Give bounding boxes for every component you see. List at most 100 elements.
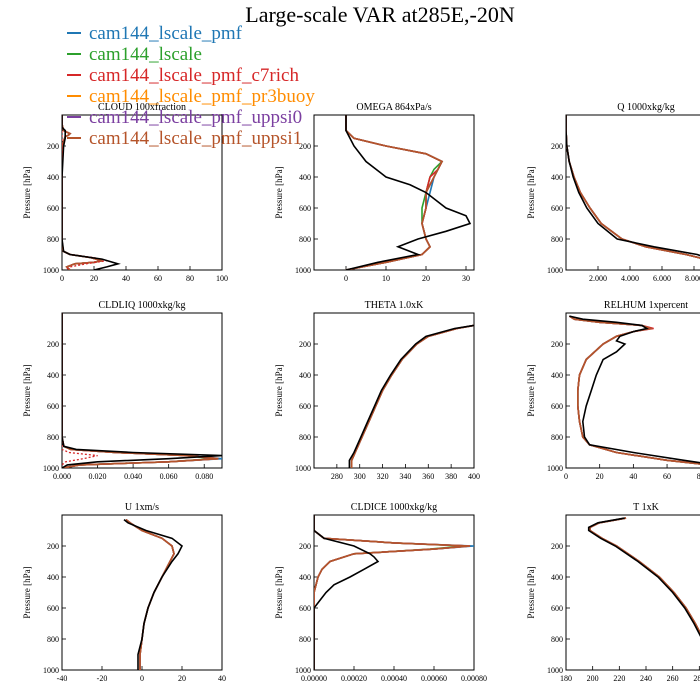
panel-title: RELHUM 1xpercent bbox=[604, 300, 688, 311]
panel-1: OMEGA 864xPa/s 200 400 600 800 1000 0 10 20 30 Pre… bbox=[274, 102, 475, 283]
series-line-1 bbox=[566, 115, 700, 259]
y-tick-label: 600 bbox=[551, 402, 563, 411]
x-tick-label: 20 bbox=[90, 274, 98, 283]
series-line-1 bbox=[345, 115, 444, 270]
plot-frame bbox=[61, 312, 223, 469]
series-line-5 bbox=[566, 115, 700, 259]
y-tick-label: 200 bbox=[299, 340, 311, 349]
x-tick-label: 60 bbox=[154, 274, 162, 283]
x-tick-label: 0 bbox=[564, 472, 568, 481]
x-tick-label: 0.00000 bbox=[301, 674, 327, 683]
y-axis-label: Pressure [hPa] bbox=[274, 364, 284, 416]
x-tick-label: 300 bbox=[354, 472, 366, 481]
y-tick-label: 600 bbox=[551, 204, 563, 213]
y-tick-label: 1000 bbox=[295, 666, 311, 675]
x-tick-label: 200 bbox=[587, 674, 599, 683]
legend-entry: cam144_lscale_pmf_uppsi0 bbox=[67, 107, 302, 128]
series-line-0 bbox=[566, 115, 700, 259]
series-line-0 bbox=[62, 313, 222, 468]
x-tick-label: 8.000 bbox=[685, 274, 700, 283]
series-line-0 bbox=[314, 515, 474, 670]
y-tick-label: 800 bbox=[299, 635, 311, 644]
x-tick-label: 40 bbox=[122, 274, 130, 283]
y-tick-label: 1000 bbox=[43, 666, 59, 675]
x-tick-label: 10 bbox=[382, 274, 390, 283]
x-tick-label: 0.00080 bbox=[461, 674, 487, 683]
series-line-5 bbox=[125, 518, 175, 670]
panel-2: Q 1000xkg/kg 200 400 600 800 1000 2.000 4.000 6.… bbox=[526, 102, 700, 283]
x-tick-label: 0.060 bbox=[160, 472, 178, 481]
x-tick-label: 380 bbox=[445, 472, 457, 481]
y-tick-label: 600 bbox=[47, 402, 59, 411]
plot-frame bbox=[565, 514, 700, 671]
x-tick-label: 20 bbox=[178, 674, 186, 683]
series-line-1 bbox=[314, 515, 465, 670]
series-line-4 bbox=[345, 115, 444, 270]
y-tick-label: 200 bbox=[47, 542, 59, 551]
y-tick-label: 400 bbox=[47, 573, 59, 582]
x-tick-label: 4.000 bbox=[621, 274, 639, 283]
x-tick-label: 0.00060 bbox=[421, 674, 447, 683]
x-tick-label: 0.00040 bbox=[381, 674, 407, 683]
series-line-1 bbox=[62, 313, 214, 468]
obs-line bbox=[62, 115, 121, 270]
legend: cam144_lscale_pmfcam144_lscalecam144_lsc… bbox=[67, 23, 315, 149]
x-tick-label: -20 bbox=[97, 674, 108, 683]
y-axis-label: Pressure [hPa] bbox=[22, 364, 32, 416]
obs-line bbox=[587, 517, 700, 637]
x-tick-label: 280 bbox=[331, 472, 343, 481]
series-line-3 bbox=[314, 515, 471, 670]
series-group bbox=[314, 515, 474, 670]
y-tick-label: 800 bbox=[551, 635, 563, 644]
plot-frame bbox=[313, 312, 475, 469]
x-tick-label: 40 bbox=[218, 674, 226, 683]
obs-line bbox=[345, 115, 472, 270]
obs-line bbox=[569, 315, 700, 464]
series-group bbox=[123, 518, 184, 670]
y-tick-label: 200 bbox=[47, 142, 59, 151]
series-line-3 bbox=[62, 313, 219, 468]
series-line-2 bbox=[314, 515, 471, 670]
legend-label: cam144_lscale_pmf_uppsi1 bbox=[89, 128, 302, 149]
x-tick-label: 0.080 bbox=[195, 472, 213, 481]
y-axis-label: Pressure [hPa] bbox=[526, 364, 536, 416]
y-tick-label: 200 bbox=[551, 340, 563, 349]
y-tick-label: 800 bbox=[299, 433, 311, 442]
y-tick-label: 600 bbox=[299, 402, 311, 411]
x-tick-label: 20 bbox=[422, 274, 430, 283]
x-tick-label: 340 bbox=[399, 472, 411, 481]
series-line-4 bbox=[62, 313, 219, 468]
series-line-5 bbox=[314, 515, 471, 670]
y-tick-label: 800 bbox=[551, 433, 563, 442]
legend-label: cam144_lscale_pmf_c7rich bbox=[89, 65, 299, 86]
y-tick-label: 800 bbox=[47, 433, 59, 442]
x-tick-label: 80 bbox=[186, 274, 194, 283]
legend-entry: cam144_lscale_pmf bbox=[67, 23, 243, 44]
panel-title: CLDLIQ 1000xkg/kg bbox=[99, 300, 186, 311]
x-tick-label: -40 bbox=[57, 674, 68, 683]
y-tick-label: 600 bbox=[299, 204, 311, 213]
y-tick-label: 400 bbox=[551, 371, 563, 380]
y-axis-label: Pressure [hPa] bbox=[22, 166, 32, 218]
panel-6: U 1xm/s 200 400 600 800 1000-40 -20 0 20 40 Pressu… bbox=[22, 502, 226, 683]
y-tick-label: 1000 bbox=[547, 464, 563, 473]
series-line-2 bbox=[566, 115, 700, 259]
series-line-2 bbox=[62, 313, 219, 468]
x-tick-label: 400 bbox=[468, 472, 480, 481]
y-tick-label: 1000 bbox=[295, 266, 311, 275]
x-tick-label: 240 bbox=[640, 674, 652, 683]
x-tick-label: 60 bbox=[663, 472, 671, 481]
y-tick-label: 200 bbox=[47, 340, 59, 349]
panel-title: T 1xK bbox=[633, 502, 659, 513]
y-tick-label: 1000 bbox=[43, 464, 59, 473]
legend-entry: cam144_lscale_pmf_pr3buoy bbox=[67, 86, 315, 107]
legend-label: cam144_lscale_pmf_pr3buoy bbox=[89, 86, 315, 107]
obs-line bbox=[62, 313, 222, 468]
x-tick-label: 280 bbox=[693, 674, 700, 683]
series-group bbox=[345, 115, 472, 270]
series-group bbox=[62, 313, 222, 468]
